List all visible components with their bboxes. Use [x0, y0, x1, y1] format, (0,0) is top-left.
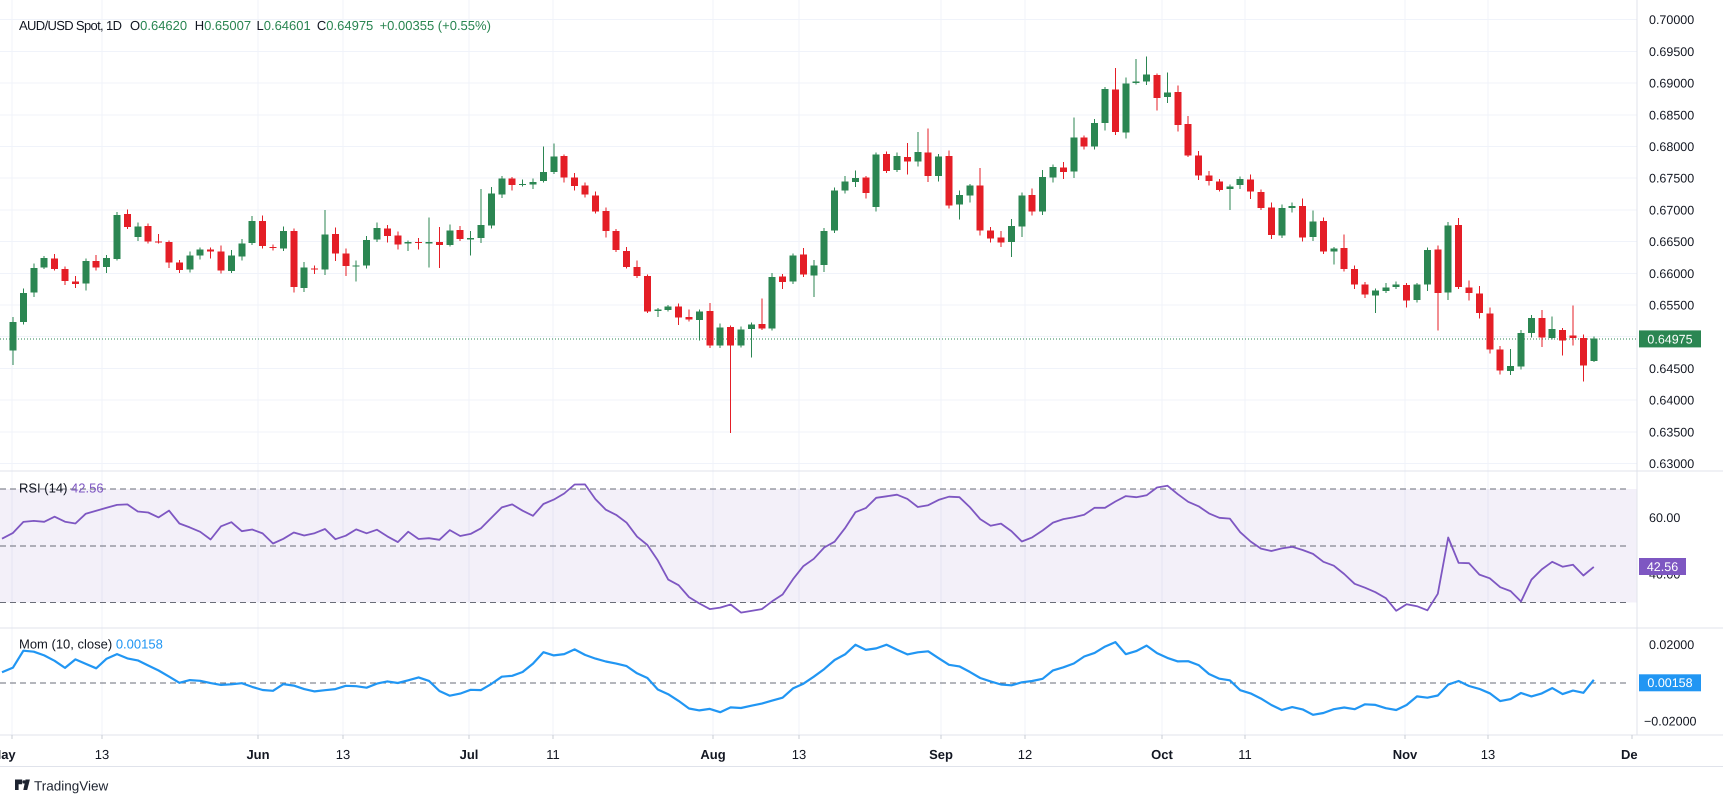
svg-text:Oct: Oct — [1151, 747, 1173, 762]
svg-text:+0.00355 (+0.55%): +0.00355 (+0.55%) — [380, 18, 491, 33]
svg-text:0.02000: 0.02000 — [1649, 638, 1694, 652]
svg-text:H0.65007: H0.65007 — [195, 18, 251, 33]
svg-text:0.69000: 0.69000 — [1649, 77, 1694, 91]
svg-text:O0.64620: O0.64620 — [130, 18, 187, 33]
svg-text:0.64000: 0.64000 — [1649, 394, 1694, 408]
svg-text:0.64975: 0.64975 — [1647, 332, 1692, 346]
svg-text:May: May — [0, 747, 16, 762]
svg-text:0.67500: 0.67500 — [1649, 172, 1694, 186]
svg-text:C0.64975: C0.64975 — [317, 18, 373, 33]
svg-text:0.63500: 0.63500 — [1649, 425, 1694, 439]
svg-text:42.56: 42.56 — [1647, 560, 1678, 574]
svg-text:0.66500: 0.66500 — [1649, 235, 1694, 249]
svg-text:RSI (14) 42.56: RSI (14) 42.56 — [19, 481, 104, 496]
svg-text:13: 13 — [1481, 747, 1495, 762]
svg-text:De: De — [1621, 747, 1638, 762]
svg-text:0.68500: 0.68500 — [1649, 108, 1694, 122]
svg-text:L0.64601: L0.64601 — [257, 18, 311, 33]
svg-text:Sep: Sep — [929, 747, 953, 762]
svg-text:0.68000: 0.68000 — [1649, 140, 1694, 154]
svg-text:0.69500: 0.69500 — [1649, 45, 1694, 59]
svg-text:0.65500: 0.65500 — [1649, 299, 1694, 313]
svg-text:TradingView: TradingView — [34, 779, 109, 794]
svg-text:12: 12 — [1018, 747, 1032, 762]
svg-text:Nov: Nov — [1393, 747, 1418, 762]
svg-text:11: 11 — [1238, 747, 1252, 762]
svg-text:13: 13 — [95, 747, 109, 762]
svg-text:0.66000: 0.66000 — [1649, 267, 1694, 281]
svg-text:AUD/USD Spot, 1D: AUD/USD Spot, 1D — [19, 18, 122, 33]
svg-text:11: 11 — [546, 747, 560, 762]
svg-text:Jul: Jul — [460, 747, 479, 762]
svg-text:13: 13 — [792, 747, 806, 762]
svg-text:0.63000: 0.63000 — [1649, 457, 1694, 471]
svg-text:Aug: Aug — [700, 747, 725, 762]
svg-text:0.67000: 0.67000 — [1649, 203, 1694, 217]
svg-text:0.00158: 0.00158 — [1647, 676, 1692, 690]
svg-text:13: 13 — [336, 747, 350, 762]
svg-text:0.70000: 0.70000 — [1649, 13, 1694, 27]
svg-text:−0.02000: −0.02000 — [1644, 715, 1697, 729]
svg-text:60.00: 60.00 — [1649, 511, 1680, 525]
svg-text:Mom (10, close) 0.00158: Mom (10, close) 0.00158 — [19, 637, 163, 652]
svg-text:0.64500: 0.64500 — [1649, 362, 1694, 376]
svg-text:Jun: Jun — [246, 747, 269, 762]
